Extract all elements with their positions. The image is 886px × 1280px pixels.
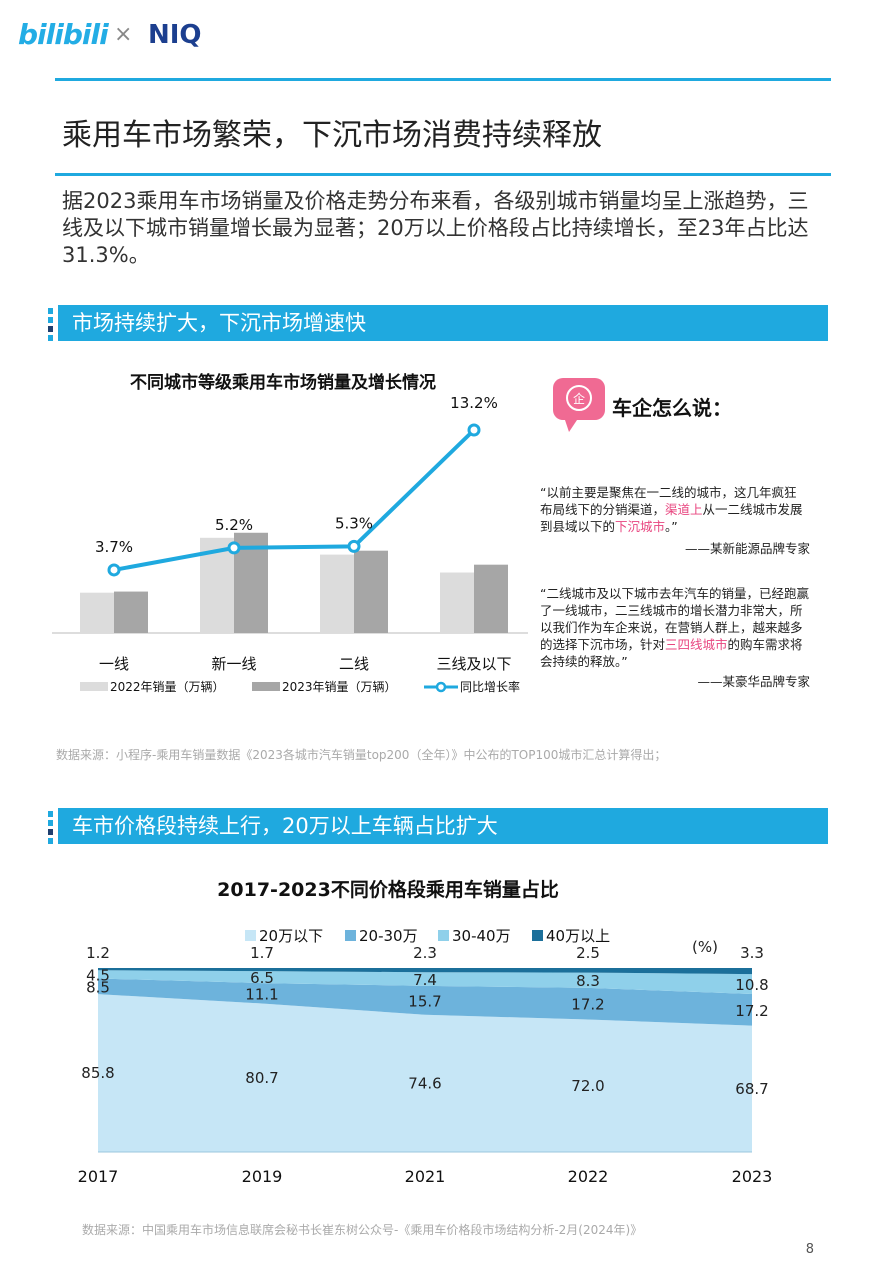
- section2-title: 车市价格段持续上行，20万以上车辆占比扩大: [58, 808, 828, 844]
- enterprise-chat-icon: 企: [551, 376, 605, 432]
- source-note-2: 数据来源：中国乘用车市场信息联席会秘书长崔东树公众号-《乘用车价格段市场结构分析…: [82, 1223, 643, 1237]
- expert-1-attribution: ——某新能源品牌专家: [684, 541, 810, 556]
- chart2-unit: (%): [692, 938, 718, 956]
- legend-label: 40万以上: [546, 927, 610, 945]
- section1-marker: [48, 308, 53, 344]
- source-note-1: 数据来源：小程序-乘用车销量数据《2023各城市汽车销量top200（全年）》中…: [56, 748, 667, 762]
- bar-2023: [114, 591, 148, 633]
- x-tick-label: 2019: [242, 1167, 283, 1186]
- area-value-label: 6.5: [250, 969, 274, 987]
- category-label: 三线及以下: [436, 655, 511, 673]
- area-value-label: 85.8: [81, 1064, 114, 1082]
- intro-paragraph: 据2023乘用车市场销量及价格走势分布来看，各级别城市销量均呈上涨趋势，三线及以…: [62, 189, 809, 267]
- svg-text:企: 企: [573, 391, 585, 406]
- x-tick-label: 2022: [568, 1167, 609, 1186]
- area-value-label: 7.4: [413, 971, 437, 989]
- legend-label-2022: 2022年销量（万辆）: [110, 680, 225, 694]
- legend-label: 20万以下: [259, 927, 323, 945]
- page-number: 8: [805, 1242, 814, 1257]
- x-tick-label: 2021: [405, 1167, 446, 1186]
- area-value-label: 74.6: [408, 1074, 441, 1092]
- area-40万以上: [98, 968, 752, 975]
- bilibili-logo: bilibili: [18, 18, 109, 51]
- bar-2022: [80, 592, 114, 633]
- area-value-label: 68.7: [735, 1080, 768, 1098]
- expert-quote-2: “二线城市及以下城市去年汽车的销量，已经跑赢了一线城市，二三线城市的增长潜力非常…: [540, 585, 810, 670]
- legend-point-growth: [435, 681, 447, 693]
- area-value-label: 8.5: [86, 978, 110, 996]
- legend-swatch: [438, 930, 449, 941]
- area-value-label: 17.2: [571, 996, 604, 1014]
- area-value-label: 15.7: [408, 992, 441, 1010]
- growth-point: [467, 423, 481, 437]
- growth-label: 3.7%: [95, 538, 133, 556]
- legend-label-growth: 同比增长率: [460, 679, 520, 694]
- chart2-title: 2017-2023不同价格段乘用车销量占比: [217, 878, 559, 901]
- niq-logo: NIQ: [148, 20, 202, 50]
- expert-quote-1: “以前主要是聚焦在一二线的城市，这几年疯狂布局线下的分销渠道，渠道上从一二线城市…: [540, 484, 808, 535]
- legend-swatch: [532, 930, 543, 941]
- times-symbol: ×: [114, 22, 133, 47]
- area-value-label: 8.3: [576, 972, 600, 990]
- quote1-text-c: 。”: [665, 519, 678, 534]
- area-value-label: 10.8: [735, 976, 768, 994]
- quote1-text-b: 从一二线城市发展到县域以下的: [540, 502, 803, 534]
- city-sales-chart: 不同城市等级乘用车市场销量及增长情况 3.7% 5.2% 5.3% 13.2% 一线 新…: [52, 372, 528, 694]
- legend-label-2023: 2023年销量（万辆）: [282, 680, 397, 694]
- growth-line: [113, 428, 476, 572]
- area-value-label: 2.3: [413, 944, 437, 962]
- area-value-label: 1.7: [250, 944, 274, 962]
- x-tick-label: 2023: [732, 1167, 773, 1186]
- growth-label: 5.3%: [335, 514, 373, 532]
- bar-2023: [474, 564, 508, 633]
- area-value-label: 4.5: [86, 966, 110, 984]
- area-value-label: 17.2: [735, 1002, 768, 1020]
- quote1-highlight-2: 下沉城市: [615, 519, 666, 534]
- bar-2023: [354, 550, 388, 633]
- category-label: 二线: [339, 655, 369, 673]
- section2-marker: [48, 811, 53, 847]
- area-value-label: 3.3: [740, 944, 764, 962]
- expert-2-attribution: ——某豪华品牌专家: [697, 674, 810, 689]
- area-value-label: 72.0: [571, 1077, 604, 1095]
- expert-heading: 车企怎么说：: [612, 396, 732, 420]
- x-tick-label: 2017: [78, 1167, 119, 1186]
- area-value-label: 80.7: [245, 1069, 278, 1087]
- area-30-40万: [98, 970, 752, 994]
- growth-point: [107, 563, 121, 577]
- quote2-text-b: 的购车需求将会持续的释放。”: [540, 637, 803, 669]
- quote2-text-a: “二线城市及以下城市去年汽车的销量，已经跑赢了一线城市，二三线城市的增长潜力非常…: [540, 586, 809, 652]
- area-value-label: 2.5: [576, 944, 600, 962]
- area-20万以下: [98, 994, 752, 1152]
- bar-2022: [440, 572, 474, 633]
- legend-swatch-2023: [252, 682, 280, 691]
- legend-label: 20-30万: [359, 927, 418, 945]
- quote1-highlight-1: 渠道上: [665, 502, 703, 517]
- top-divider: [55, 78, 831, 81]
- category-label: 新一线: [211, 655, 256, 673]
- growth-point: [227, 541, 241, 555]
- title-divider: [55, 173, 831, 176]
- legend-swatch: [245, 930, 256, 941]
- growth-point: [347, 539, 361, 553]
- legend-swatch-2022: [80, 682, 108, 691]
- legend-label: 30-40万: [452, 927, 511, 945]
- quote1-text-a: “以前主要是聚焦在一二线的城市，这几年疯狂布局线下的分销渠道，: [540, 485, 797, 517]
- price-segment-chart: 2017-2023不同价格段乘用车销量占比 (%) 85.8 80.7 74.6 72…: [78, 878, 773, 1186]
- area-value-label: 11.1: [245, 985, 278, 1003]
- legend-swatch: [345, 930, 356, 941]
- area-20-30万: [98, 978, 752, 1026]
- bar-2022: [320, 554, 354, 633]
- chart1-title: 不同城市等级乘用车市场销量及增长情况: [130, 372, 436, 393]
- area-value-label: 1.2: [86, 944, 110, 962]
- growth-label: 5.2%: [215, 516, 253, 534]
- category-label: 一线: [99, 655, 129, 673]
- section1-title: 市场持续扩大，下沉市场增速快: [58, 305, 828, 341]
- growth-label: 13.2%: [450, 394, 498, 412]
- quote2-highlight: 三四线城市: [665, 637, 728, 652]
- page-title: 乘用车市场繁荣，下沉市场消费持续释放: [62, 118, 602, 153]
